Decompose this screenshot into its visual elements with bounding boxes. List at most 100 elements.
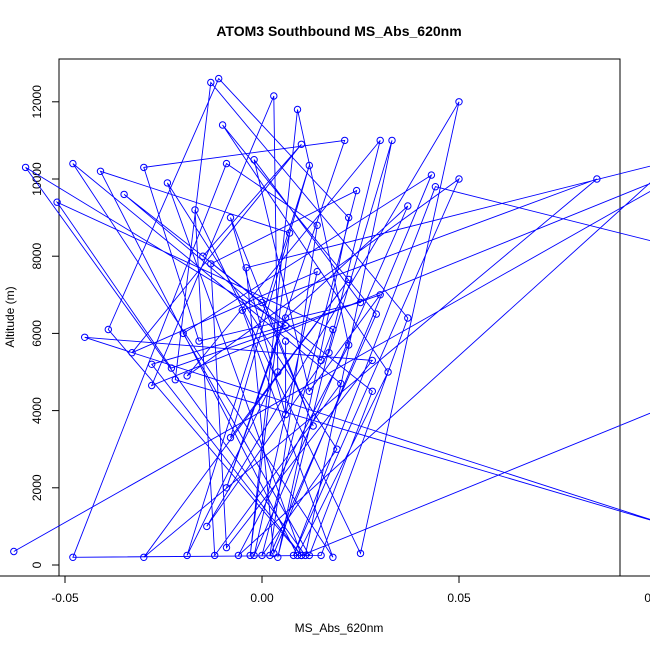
- data-point: [69, 553, 77, 561]
- data-point: [203, 522, 211, 531]
- data-point: [140, 553, 148, 561]
- series-line: [13, 77, 650, 558]
- data-point: [368, 387, 376, 395]
- data-point: [104, 325, 113, 334]
- data-point: [238, 306, 247, 314]
- data-point: [329, 325, 337, 334]
- y-tick-label: 8000: [30, 243, 44, 270]
- data-point: [345, 213, 353, 222]
- data-point: [222, 159, 231, 168]
- y-tick-label: 2000: [30, 474, 44, 501]
- data-point: [163, 179, 172, 187]
- data-point: [246, 551, 254, 560]
- data-point: [285, 229, 294, 237]
- data-point: [183, 551, 191, 560]
- data-point: [305, 161, 313, 170]
- data-point: [167, 364, 176, 372]
- data-point: [270, 92, 278, 100]
- data-point: [226, 213, 235, 222]
- data-point: [297, 551, 306, 560]
- data-point: [313, 267, 321, 276]
- y-tick-label: 4000: [30, 397, 44, 424]
- data-point: [140, 163, 148, 172]
- data-point: [325, 349, 333, 357]
- data-point: [305, 551, 313, 560]
- data-point: [258, 298, 266, 307]
- data-point: [81, 333, 89, 341]
- data-point: [21, 163, 30, 172]
- data-point: [281, 337, 290, 345]
- data-point: [222, 484, 231, 492]
- x-axis: -0.10-0.050.000.050.100.15: [0, 575, 650, 605]
- data-point: [258, 551, 266, 560]
- x-tick-label: 0.10: [644, 591, 650, 605]
- data-point: [218, 121, 227, 129]
- data-point: [345, 275, 353, 284]
- data-point: [215, 74, 223, 83]
- data-point: [305, 387, 313, 395]
- data-point: [128, 349, 136, 357]
- data-point: [356, 549, 365, 558]
- data-point: [226, 433, 235, 442]
- data-point: [309, 422, 317, 430]
- x-tick-label: 0.00: [250, 591, 274, 605]
- data-point: [345, 341, 353, 349]
- data-point: [148, 360, 156, 368]
- data-point: [376, 136, 384, 145]
- data-point: [281, 410, 290, 419]
- data-point: [341, 136, 349, 145]
- data-point: [10, 547, 18, 556]
- y-tick-label: 6000: [30, 320, 44, 347]
- data-point: [384, 368, 392, 376]
- data-point: [183, 372, 191, 380]
- data-point: [53, 198, 61, 206]
- data-point: [274, 553, 282, 561]
- data-point: [148, 381, 156, 390]
- data-point: [427, 171, 436, 179]
- chart-title: ATOM3 Southbound MS_Abs_620nm: [216, 23, 461, 39]
- data-point: [301, 551, 309, 560]
- data-point: [455, 98, 463, 106]
- data-point: [317, 356, 325, 365]
- x-tick-label: 0.05: [447, 591, 471, 605]
- data-point: [171, 376, 180, 384]
- y-tick-label: 10000: [30, 162, 44, 196]
- data-point: [431, 183, 440, 191]
- y-axis-label: Altitude (m): [3, 286, 17, 347]
- data-point: [404, 202, 412, 210]
- data-point: [242, 264, 250, 272]
- data-point: [191, 206, 199, 214]
- data-point: [293, 551, 302, 560]
- data-point: [69, 159, 77, 168]
- data-point: [455, 175, 463, 183]
- y-axis: 0 2000 4000 6000 8000 10000 12000: [30, 85, 60, 568]
- data-point: [333, 445, 341, 453]
- data-point: [207, 78, 215, 87]
- data-point: [234, 551, 243, 560]
- y-tick-label: 12000: [30, 85, 44, 119]
- data-point: [222, 543, 231, 552]
- data-point: [250, 156, 258, 164]
- data-point: [356, 298, 365, 307]
- data-point: [195, 337, 203, 345]
- data-point: [120, 190, 128, 199]
- data-point: [250, 551, 258, 560]
- data-point: [199, 252, 207, 260]
- x-axis-label: MS_Abs_620nm: [295, 621, 384, 635]
- data-point: [207, 260, 215, 268]
- data-point: [281, 322, 290, 330]
- data-point: [211, 551, 219, 560]
- data-point: [329, 553, 337, 561]
- data-point: [179, 329, 187, 338]
- data-point: [266, 551, 274, 560]
- data-point: [274, 368, 282, 376]
- data-point: [337, 379, 345, 388]
- data-point: [293, 105, 302, 114]
- data-point: [368, 356, 376, 365]
- data-point: [352, 186, 361, 195]
- data-point: [593, 175, 601, 183]
- series-layer: [10, 74, 650, 561]
- x-tick-label: -0.05: [51, 591, 79, 605]
